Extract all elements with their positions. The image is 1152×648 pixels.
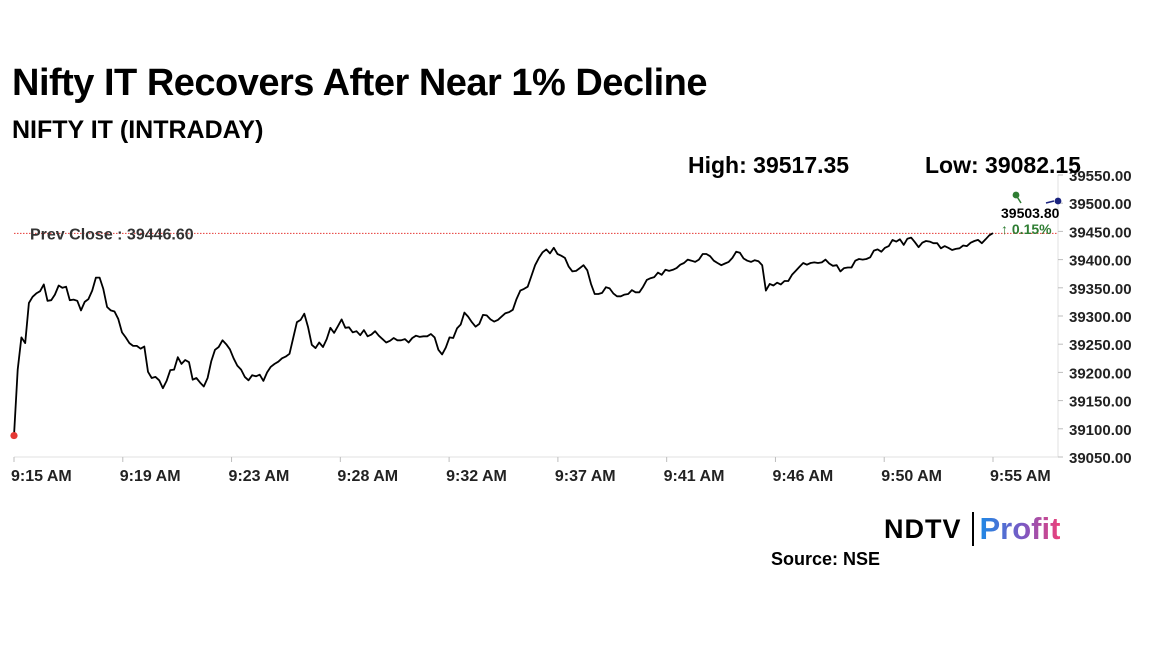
x-tick-label: 9:19 AM bbox=[120, 468, 181, 485]
x-tick-label: 9:46 AM bbox=[772, 468, 833, 485]
y-tick-label: 39500.00 bbox=[1069, 196, 1132, 213]
ndtv-profit-logo: NDTV Profit bbox=[884, 509, 1060, 549]
y-tick-label: 39200.00 bbox=[1069, 365, 1132, 382]
chart-subtitle: NIFTY IT (INTRADAY) bbox=[12, 116, 264, 144]
last-marker bbox=[1054, 197, 1062, 205]
high-marker-stem bbox=[1015, 194, 1022, 204]
low-value: Low: 39082.15 bbox=[925, 152, 1081, 178]
y-tick-label: 39450.00 bbox=[1069, 224, 1132, 241]
y-tick-label: 39150.00 bbox=[1069, 394, 1132, 411]
y-tick-label: 39250.00 bbox=[1069, 337, 1132, 354]
x-tick-label: 9:32 AM bbox=[446, 468, 507, 485]
x-tick-label: 9:15 AM bbox=[11, 468, 72, 485]
brand-ndtv: NDTV bbox=[884, 513, 962, 544]
x-tick-label: 9:23 AM bbox=[229, 468, 290, 485]
high-value: High: 39517.35 bbox=[688, 152, 850, 178]
last-marker-stem bbox=[1045, 200, 1055, 204]
page-title: Nifty IT Recovers After Near 1% Decline bbox=[12, 62, 708, 104]
x-tick-label: 9:28 AM bbox=[337, 468, 398, 485]
y-tick-label: 39050.00 bbox=[1069, 450, 1132, 467]
last-value-label: 39503.80 bbox=[1001, 205, 1060, 221]
source-note: Source: NSE bbox=[771, 549, 881, 569]
prev-close-label: Prev Close : 39446.60 bbox=[30, 226, 194, 243]
y-tick-label: 39350.00 bbox=[1069, 281, 1132, 298]
x-tick-label: 9:37 AM bbox=[555, 468, 616, 485]
y-tick-label: 39400.00 bbox=[1069, 253, 1132, 270]
last-change-label: ↑ 0.15% bbox=[1001, 221, 1052, 237]
x-tick-label: 9:55 AM bbox=[990, 468, 1051, 485]
series-line bbox=[13, 232, 994, 436]
y-tick-label: 39100.00 bbox=[1069, 422, 1132, 439]
y-tick-label: 39300.00 bbox=[1069, 309, 1132, 326]
x-tick-label: 9:50 AM bbox=[881, 468, 942, 485]
x-tick-label: 9:41 AM bbox=[664, 468, 725, 485]
brand-divider bbox=[971, 512, 974, 546]
brand-profit: Profit bbox=[979, 511, 1061, 546]
y-tick-label: 39550.00 bbox=[1069, 168, 1132, 185]
low-marker bbox=[10, 431, 18, 440]
